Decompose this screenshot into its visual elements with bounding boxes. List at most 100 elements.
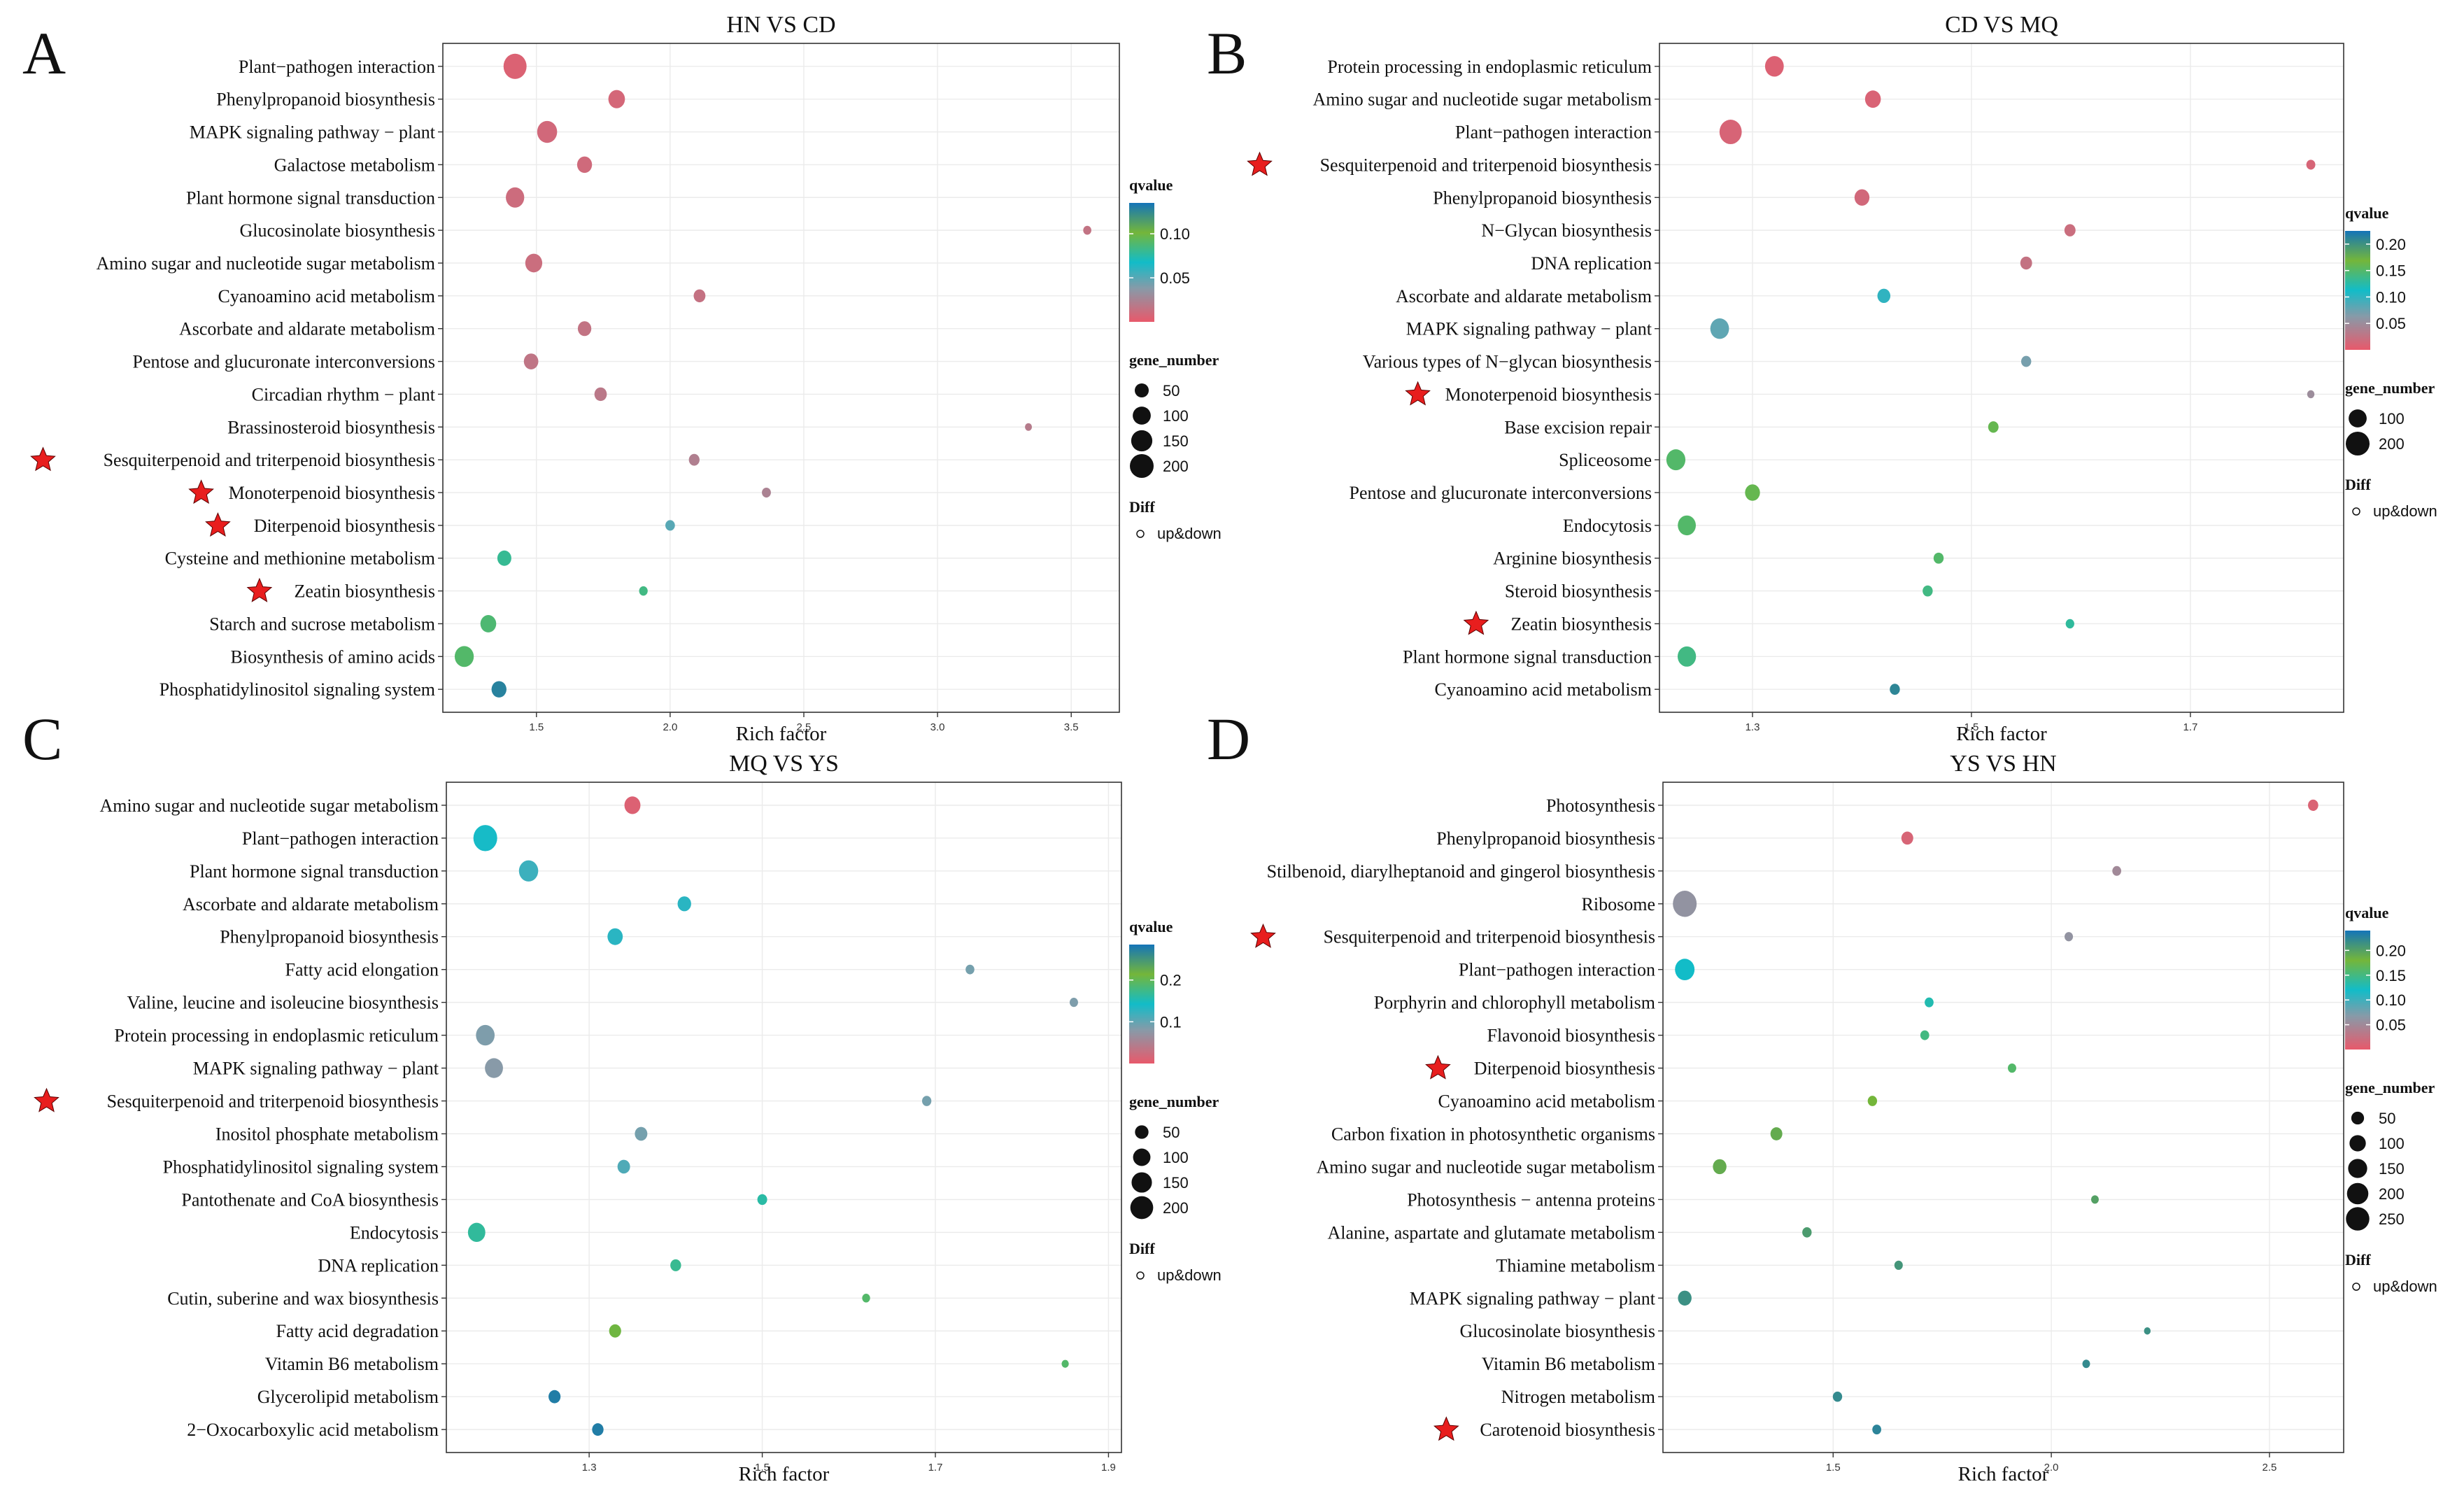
size-legend-label: 150 bbox=[1163, 1174, 1189, 1192]
y-tick-label: Flavonoid biosynthesis bbox=[1487, 1026, 1655, 1046]
data-point bbox=[473, 825, 497, 852]
data-point bbox=[1666, 449, 1686, 471]
data-point bbox=[1864, 90, 1881, 108]
size-legend-label: 200 bbox=[2379, 435, 2405, 453]
data-point bbox=[2082, 1359, 2090, 1369]
chart-title: HN VS CD bbox=[726, 12, 835, 38]
y-tick-label: Ascorbate and aldarate metabolism bbox=[1396, 286, 1652, 306]
data-point bbox=[1832, 1391, 1843, 1402]
data-point bbox=[670, 1259, 681, 1271]
y-tick-label: Porphyrin and chlorophyll metabolism bbox=[1374, 993, 1655, 1013]
y-tick-label: Galactose metabolism bbox=[274, 155, 435, 175]
qvalue-colorbar bbox=[1129, 203, 1154, 322]
y-tick-label: N−Glycan biosynthesis bbox=[1481, 220, 1652, 241]
data-point bbox=[1083, 225, 1091, 235]
y-tick-label: Arginine biosynthesis bbox=[1493, 549, 1652, 569]
y-tick-label: Endocytosis bbox=[350, 1222, 439, 1243]
size-legend-label: 100 bbox=[2379, 410, 2405, 428]
x-axis-label: Rich factor bbox=[739, 1463, 830, 1485]
plot-area bbox=[443, 43, 1119, 712]
data-point bbox=[2064, 224, 2076, 236]
plot-area bbox=[446, 782, 1121, 1453]
data-point bbox=[525, 253, 543, 273]
data-point bbox=[965, 964, 975, 975]
y-tick-label: Phenylpropanoid biosynthesis bbox=[1433, 188, 1652, 208]
data-point bbox=[677, 896, 691, 912]
data-point bbox=[635, 1126, 648, 1141]
y-tick-label: Pentose and glucuronate interconversions bbox=[1350, 483, 1652, 503]
data-point bbox=[2307, 799, 2318, 811]
x-tick-label: 1.3 bbox=[582, 1462, 597, 1474]
star-marker bbox=[1247, 151, 1273, 176]
size-legend-label: 100 bbox=[1163, 1149, 1189, 1166]
y-tick-label: Steroid biosynthesis bbox=[1505, 581, 1652, 602]
x-tick-label: 2.5 bbox=[2263, 1462, 2277, 1474]
y-tick-label: Stilbenoid, diarylheptanoid and gingerol… bbox=[1267, 861, 1655, 882]
panel-letter: B bbox=[1207, 20, 1247, 87]
data-point bbox=[1901, 831, 1913, 845]
y-tick-label: MAPK signaling pathway − plant bbox=[193, 1059, 439, 1079]
y-tick-label: Diterpenoid biosynthesis bbox=[1474, 1059, 1655, 1079]
legend-title-gene-number: gene_number bbox=[1129, 351, 1219, 369]
legend: qvalue 0.05 0.10 0.15 0.20 gene_number 50 100 15… bbox=[2345, 904, 2437, 1295]
plot-area bbox=[1663, 782, 2344, 1453]
size-legend-label: 50 bbox=[2379, 1110, 2395, 1127]
data-point bbox=[1764, 56, 1784, 77]
data-point bbox=[639, 586, 648, 596]
y-tick-label: Endocytosis bbox=[1563, 516, 1652, 536]
star-marker bbox=[34, 1087, 59, 1112]
data-point bbox=[1890, 684, 1900, 695]
y-tick-label: Alanine, aspartate and glutamate metabol… bbox=[1327, 1222, 1655, 1243]
chart-title: YS VS HN bbox=[1950, 751, 2056, 777]
data-point bbox=[1933, 552, 1944, 564]
data-point bbox=[1894, 1260, 1903, 1270]
y-tick-label: Amino sugar and nucleotide sugar metabol… bbox=[1316, 1157, 1655, 1177]
star-marker bbox=[1463, 610, 1489, 635]
legend-title-gene-number: gene_number bbox=[1129, 1093, 1219, 1110]
legend: qvalue 0.1 0.2 gene_number 50 100 150 200 Diffup… bbox=[1129, 918, 1222, 1284]
y-tick-label: Inositol phosphate metabolism bbox=[215, 1124, 439, 1144]
data-point bbox=[503, 53, 527, 79]
data-point bbox=[617, 1159, 630, 1174]
y-tick-label: Pentose and glucuronate interconversions bbox=[133, 352, 436, 372]
data-point bbox=[1877, 288, 1891, 304]
colorbar-label: 0.10 bbox=[1160, 225, 1190, 243]
x-tick-label: 1.5 bbox=[1826, 1462, 1841, 1474]
size-legend-label: 150 bbox=[1163, 432, 1189, 450]
data-point bbox=[476, 1024, 495, 1046]
star-marker bbox=[1433, 1416, 1459, 1441]
y-tick-label: Sesquiterpenoid and triterpenoid biosynt… bbox=[1320, 155, 1652, 175]
colorbar-label: 0.05 bbox=[2376, 1017, 2406, 1034]
y-tick-label: Various types of N−glycan biosynthesis bbox=[1363, 352, 1652, 372]
data-point bbox=[592, 1423, 604, 1436]
data-point bbox=[2091, 1195, 2099, 1204]
panel-letter: D bbox=[1207, 705, 1250, 772]
y-tick-label: Carbon fixation in photosynthetic organi… bbox=[1331, 1124, 1655, 1144]
data-point bbox=[2065, 932, 2074, 942]
y-tick-label: Plant−pathogen interaction bbox=[1459, 960, 1655, 980]
data-point bbox=[548, 1390, 561, 1404]
y-tick-label: Thiamine metabolism bbox=[1496, 1255, 1655, 1276]
data-point bbox=[1678, 1290, 1692, 1306]
x-tick-label: 1.5 bbox=[529, 721, 544, 733]
plot-border bbox=[1659, 43, 2344, 713]
legend-title-qvalue: qvalue bbox=[2345, 904, 2389, 921]
colorbar-label: 0.05 bbox=[2376, 315, 2406, 332]
y-tick-label: Biosynthesis of amino acids bbox=[231, 646, 435, 667]
data-point bbox=[757, 1194, 767, 1206]
size-legend-label: 100 bbox=[2379, 1135, 2405, 1152]
y-tick-label: Nitrogen metabolism bbox=[1501, 1387, 1655, 1407]
y-tick-label: Fatty acid elongation bbox=[285, 960, 439, 980]
y-tick-label: Fatty acid degradation bbox=[276, 1321, 439, 1341]
data-point bbox=[2020, 256, 2032, 270]
colorbar-label: 0.05 bbox=[1160, 269, 1190, 287]
y-tick-label: Phenylpropanoid biosynthesis bbox=[216, 90, 435, 110]
data-point bbox=[1770, 1127, 1783, 1140]
data-point bbox=[921, 1096, 932, 1106]
size-legend-dot bbox=[2346, 432, 2370, 455]
size-legend-label: 200 bbox=[1163, 458, 1189, 475]
y-tick-label: Cysteine and methionine metabolism bbox=[165, 549, 435, 569]
qvalue-colorbar bbox=[2345, 231, 2370, 350]
data-point bbox=[480, 615, 497, 633]
data-point bbox=[1925, 997, 1934, 1008]
